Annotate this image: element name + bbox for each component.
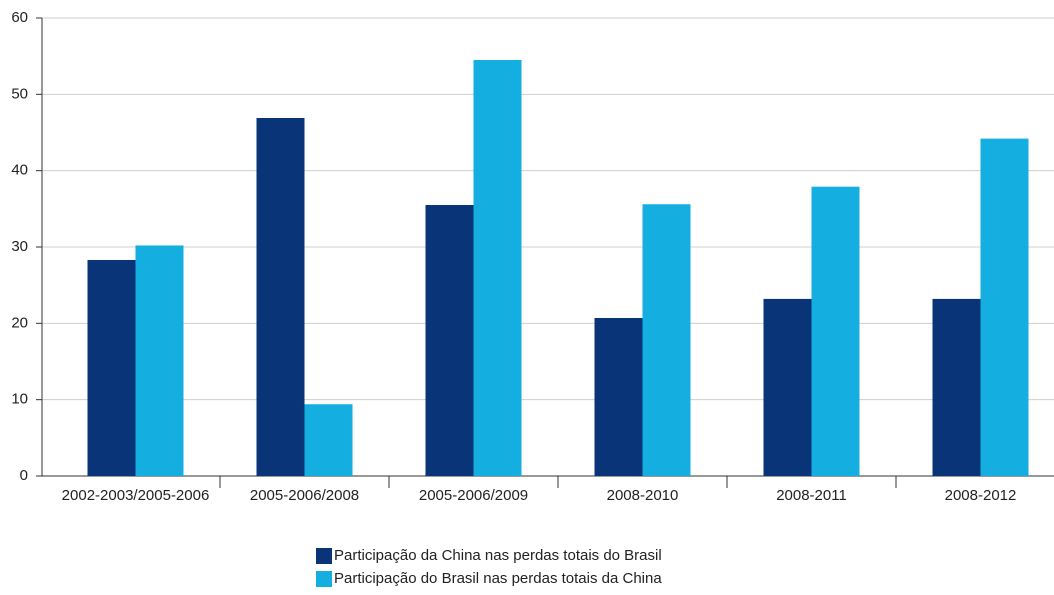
bar — [256, 117, 305, 476]
bar — [763, 298, 812, 476]
bar — [932, 298, 981, 476]
legend-swatch — [316, 548, 332, 564]
x-tick-label: 2008-2010 — [607, 487, 679, 504]
y-tick-label: 40 — [11, 162, 28, 179]
bar — [304, 404, 353, 476]
y-tick-label: 0 — [20, 467, 28, 484]
legend-swatch — [316, 571, 332, 587]
y-tick-label: 30 — [11, 238, 28, 255]
bar — [473, 59, 522, 476]
y-tick-label: 60 — [11, 9, 28, 26]
y-tick-label: 10 — [11, 391, 28, 408]
bar — [425, 205, 474, 476]
legend-label: Participação da China nas perdas totais … — [334, 547, 662, 564]
y-tick-label: 20 — [11, 314, 28, 331]
bar — [87, 259, 136, 476]
bar — [980, 138, 1029, 476]
x-tick-label: 2008-2012 — [945, 487, 1017, 504]
y-tick-label: 50 — [11, 85, 28, 102]
x-tick-label: 2002-2003/2005-2006 — [62, 487, 210, 504]
bar — [642, 204, 691, 476]
bar — [594, 317, 643, 476]
x-tick-label: 2005-2006/2009 — [419, 487, 528, 504]
x-tick-label: 2008-2011 — [776, 487, 847, 504]
bar — [135, 245, 184, 476]
x-tick-label: 2005-2006/2008 — [250, 487, 359, 504]
legend-label: Participação do Brasil nas perdas totais… — [334, 570, 662, 587]
bar — [811, 186, 860, 477]
